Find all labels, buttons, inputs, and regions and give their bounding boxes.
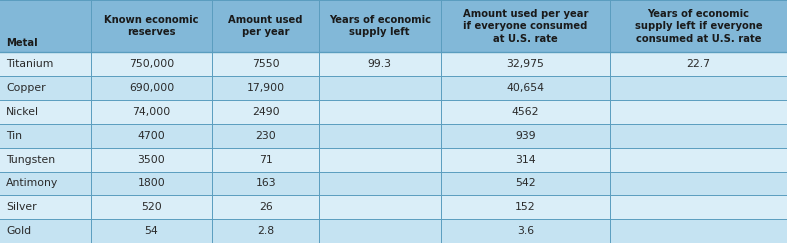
- Text: Tin: Tin: [6, 131, 22, 141]
- Text: Metal: Metal: [6, 38, 38, 48]
- Bar: [212, 52, 319, 76]
- Text: 3.6: 3.6: [517, 226, 534, 236]
- Bar: [610, 124, 787, 148]
- Text: 230: 230: [255, 131, 276, 141]
- Bar: [610, 148, 787, 172]
- Bar: [91, 76, 212, 100]
- Bar: [441, 148, 610, 172]
- Text: 26: 26: [259, 202, 272, 212]
- Bar: [91, 100, 212, 124]
- Text: Gold: Gold: [6, 226, 31, 236]
- Bar: [91, 195, 212, 219]
- Bar: [0, 100, 91, 124]
- Bar: [319, 52, 441, 76]
- Bar: [212, 100, 319, 124]
- Text: 3500: 3500: [138, 155, 165, 165]
- Bar: [0, 219, 91, 243]
- Text: Copper: Copper: [6, 83, 46, 93]
- Text: Silver: Silver: [6, 202, 37, 212]
- Bar: [0, 172, 91, 195]
- Bar: [441, 219, 610, 243]
- Bar: [441, 100, 610, 124]
- Bar: [610, 195, 787, 219]
- Text: 750,000: 750,000: [129, 59, 174, 69]
- Text: Years of economic
supply left if everyone
consumed at U.S. rate: Years of economic supply left if everyon…: [634, 9, 763, 43]
- Bar: [212, 124, 319, 148]
- Bar: [319, 100, 441, 124]
- Text: 314: 314: [515, 155, 536, 165]
- Text: 32,975: 32,975: [506, 59, 545, 69]
- Bar: [0, 0, 91, 52]
- Bar: [319, 172, 441, 195]
- Bar: [610, 100, 787, 124]
- Bar: [212, 172, 319, 195]
- Text: 7550: 7550: [252, 59, 279, 69]
- Bar: [212, 0, 319, 52]
- Bar: [441, 195, 610, 219]
- Text: Known economic
reserves: Known economic reserves: [104, 15, 199, 37]
- Text: Antimony: Antimony: [6, 178, 58, 188]
- Bar: [319, 0, 441, 52]
- Text: 4562: 4562: [512, 107, 539, 117]
- Bar: [91, 148, 212, 172]
- Bar: [319, 124, 441, 148]
- Bar: [91, 124, 212, 148]
- Bar: [610, 52, 787, 76]
- Text: 542: 542: [515, 178, 536, 188]
- Text: 163: 163: [255, 178, 276, 188]
- Text: 99.3: 99.3: [368, 59, 392, 69]
- Bar: [441, 0, 610, 52]
- Text: 22.7: 22.7: [686, 59, 711, 69]
- Bar: [91, 219, 212, 243]
- Bar: [319, 195, 441, 219]
- Bar: [91, 172, 212, 195]
- Bar: [441, 52, 610, 76]
- Text: Nickel: Nickel: [6, 107, 39, 117]
- Text: Titanium: Titanium: [6, 59, 54, 69]
- Bar: [0, 76, 91, 100]
- Bar: [319, 76, 441, 100]
- Text: 17,900: 17,900: [246, 83, 285, 93]
- Text: 71: 71: [259, 155, 272, 165]
- Text: 2490: 2490: [252, 107, 279, 117]
- Text: 939: 939: [515, 131, 536, 141]
- Text: 152: 152: [515, 202, 536, 212]
- Bar: [610, 172, 787, 195]
- Text: 1800: 1800: [138, 178, 165, 188]
- Bar: [610, 0, 787, 52]
- Text: 690,000: 690,000: [129, 83, 174, 93]
- Text: Tungsten: Tungsten: [6, 155, 55, 165]
- Bar: [319, 219, 441, 243]
- Bar: [441, 76, 610, 100]
- Bar: [0, 124, 91, 148]
- Bar: [91, 0, 212, 52]
- Text: Years of economic
supply left: Years of economic supply left: [329, 15, 430, 37]
- Bar: [212, 148, 319, 172]
- Text: 74,000: 74,000: [132, 107, 171, 117]
- Bar: [212, 219, 319, 243]
- Bar: [610, 76, 787, 100]
- Bar: [0, 52, 91, 76]
- Text: Amount used per year
if everyone consumed
at U.S. rate: Amount used per year if everyone consume…: [463, 9, 588, 43]
- Bar: [212, 195, 319, 219]
- Bar: [212, 76, 319, 100]
- Text: 2.8: 2.8: [257, 226, 274, 236]
- Text: 4700: 4700: [138, 131, 165, 141]
- Bar: [0, 195, 91, 219]
- Text: 40,654: 40,654: [506, 83, 545, 93]
- Bar: [441, 172, 610, 195]
- Text: Amount used
per year: Amount used per year: [228, 15, 303, 37]
- Bar: [319, 148, 441, 172]
- Bar: [610, 219, 787, 243]
- Bar: [0, 148, 91, 172]
- Text: 54: 54: [145, 226, 158, 236]
- Text: 520: 520: [141, 202, 162, 212]
- Bar: [91, 52, 212, 76]
- Bar: [441, 124, 610, 148]
